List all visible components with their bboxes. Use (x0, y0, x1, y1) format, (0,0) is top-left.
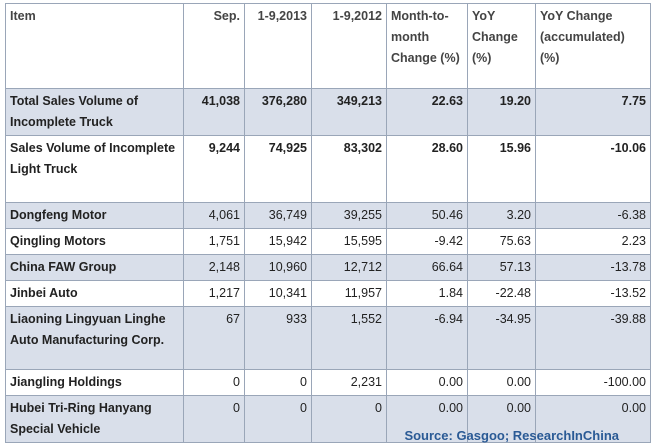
item-cell: Sales Volume of Incomplete Light Truck (5, 135, 184, 203)
value-cell: 0 (183, 395, 245, 443)
table-row: China FAW Group 2,148 10,960 12,712 66.64 57.… (5, 254, 651, 281)
source-note: Source: Gasgoo; ResearchInChina (404, 428, 619, 443)
value-cell: 36,749 (244, 202, 312, 229)
header-row: Item Sep. 1-9,2013 1-9,2012 Month-to-month C… (5, 3, 651, 89)
header-cell: YoY Change (accumulated) (%) (535, 3, 651, 89)
value-cell: 1,552 (311, 306, 387, 370)
value-cell: 57.13 (467, 254, 536, 281)
value-cell: 67 (183, 306, 245, 370)
header-cell: Item (5, 3, 184, 89)
value-cell: -100.00 (535, 369, 651, 396)
value-cell: 15.96 (467, 135, 536, 203)
header-cell: Sep. (183, 3, 245, 89)
table-row: Liaoning Lingyuan Linghe Auto Manufactur… (5, 306, 651, 370)
value-cell: 349,213 (311, 88, 387, 136)
item-cell: Liaoning Lingyuan Linghe Auto Manufactur… (5, 306, 184, 370)
item-cell: Hubei Tri-Ring Hanyang Special Vehicle (5, 395, 184, 443)
value-cell: 1.84 (386, 280, 468, 307)
value-cell: 0.00 (386, 369, 468, 396)
value-cell: -22.48 (467, 280, 536, 307)
value-cell: 0 (244, 395, 312, 443)
header-cell: 1-9,2012 (311, 3, 387, 89)
item-cell: Total Sales Volume of Incomplete Truck (5, 88, 184, 136)
header-cell: YoY Change (%) (467, 3, 536, 89)
value-cell: 12,712 (311, 254, 387, 281)
table-row: Hubei Tri-Ring Hanyang Special Vehicle 0 0… (5, 395, 651, 443)
value-cell: 1,751 (183, 228, 245, 255)
value-cell: 0.00 (386, 395, 468, 443)
value-cell: -9.42 (386, 228, 468, 255)
value-cell: 83,302 (311, 135, 387, 203)
table-row: Qingling Motors 1,751 15,942 15,595 -9.42 75.… (5, 228, 651, 255)
value-cell: 4,061 (183, 202, 245, 229)
value-cell: -6.38 (535, 202, 651, 229)
value-cell: -10.06 (535, 135, 651, 203)
value-cell: 2.23 (535, 228, 651, 255)
value-cell: 0 (311, 395, 387, 443)
value-cell: -34.95 (467, 306, 536, 370)
value-cell: 2,231 (311, 369, 387, 396)
item-cell: Jiangling Holdings (5, 369, 184, 396)
value-cell: 15,595 (311, 228, 387, 255)
table-row: Total Sales Volume of Incomplete Truck 41… (5, 88, 651, 136)
value-cell: 933 (244, 306, 312, 370)
table-row: Jiangling Holdings 0 0 2,231 0.00 0.00 -100.00 (5, 369, 651, 396)
value-cell: 0.00 (467, 369, 536, 396)
item-cell: China FAW Group (5, 254, 184, 281)
table-row: Jinbei Auto 1,217 10,341 11,957 1.84 -22.48 -1… (5, 280, 651, 307)
value-cell: 11,957 (311, 280, 387, 307)
value-cell: -13.78 (535, 254, 651, 281)
table-row: Sales Volume of Incomplete Light Truck 9,… (5, 135, 651, 203)
value-cell: 22.63 (386, 88, 468, 136)
value-cell: 50.46 (386, 202, 468, 229)
value-cell: 2,148 (183, 254, 245, 281)
value-cell: 7.75 (535, 88, 651, 136)
value-cell: 15,942 (244, 228, 312, 255)
sales-table: Item Sep. 1-9,2013 1-9,2012 Month-to-month C… (5, 3, 651, 443)
value-cell: 0 (183, 369, 245, 396)
value-cell: 0.00 (535, 395, 651, 443)
header-cell: 1-9,2013 (244, 3, 312, 89)
value-cell: 10,341 (244, 280, 312, 307)
table-row: Dongfeng Motor 4,061 36,749 39,255 50.46 3.20… (5, 202, 651, 229)
value-cell: -6.94 (386, 306, 468, 370)
value-cell: -13.52 (535, 280, 651, 307)
value-cell: 3.20 (467, 202, 536, 229)
value-cell: 41,038 (183, 88, 245, 136)
value-cell: 376,280 (244, 88, 312, 136)
value-cell: -39.88 (535, 306, 651, 370)
value-cell: 0 (244, 369, 312, 396)
value-cell: 10,960 (244, 254, 312, 281)
value-cell: 9,244 (183, 135, 245, 203)
item-cell: Qingling Motors (5, 228, 184, 255)
value-cell: 39,255 (311, 202, 387, 229)
value-cell: 1,217 (183, 280, 245, 307)
item-cell: Jinbei Auto (5, 280, 184, 307)
value-cell: 0.00 (467, 395, 536, 443)
header-cell: Month-to-month Change (%) (386, 3, 468, 89)
value-cell: 74,925 (244, 135, 312, 203)
value-cell: 28.60 (386, 135, 468, 203)
value-cell: 19.20 (467, 88, 536, 136)
item-cell: Dongfeng Motor (5, 202, 184, 229)
value-cell: 66.64 (386, 254, 468, 281)
value-cell: 75.63 (467, 228, 536, 255)
